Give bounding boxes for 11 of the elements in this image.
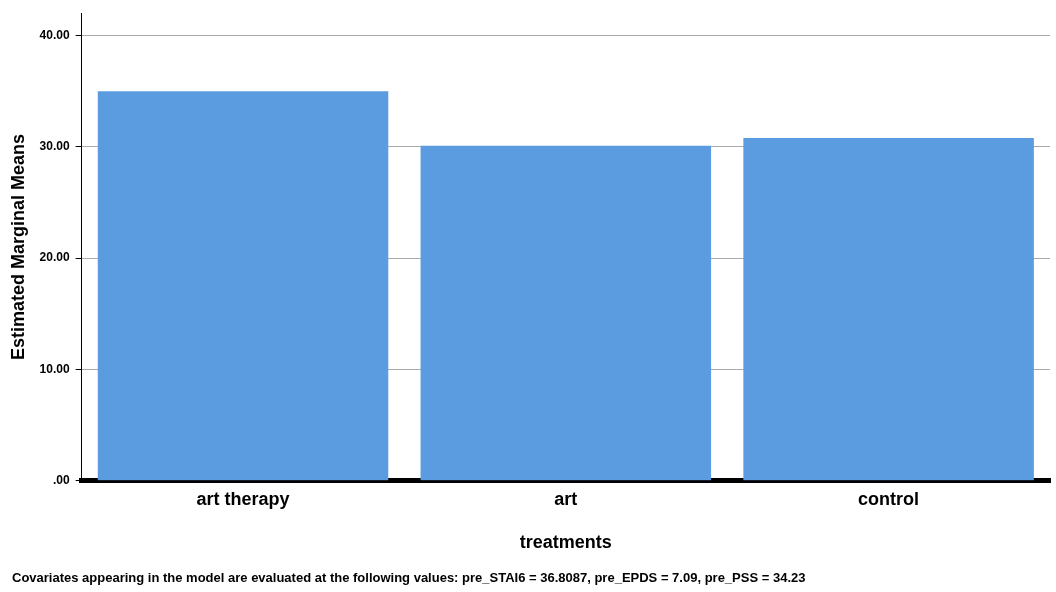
- x-tick-label: art therapy: [196, 488, 290, 509]
- x-tick-label: art: [554, 488, 578, 509]
- y-tick-label: 40.00: [39, 27, 70, 42]
- y-tick-label: 30.00: [39, 139, 70, 154]
- text: Covariates appearing in the model are evaluated at the following values: pre_STAI6 = 36.8087, pre_EPDS = 7.09, pre_PSS = 34.23: [12, 570, 806, 585]
- x-tick-label: control: [858, 488, 920, 509]
- y-tick-label: .00: [52, 473, 70, 488]
- y-tick-label: 10.00: [39, 361, 70, 376]
- y-tick-label: 20.00: [39, 250, 70, 265]
- x-axis-title: treatments: [519, 532, 612, 553]
- y-axis-title: Estimated Marginal Means: [7, 133, 28, 361]
